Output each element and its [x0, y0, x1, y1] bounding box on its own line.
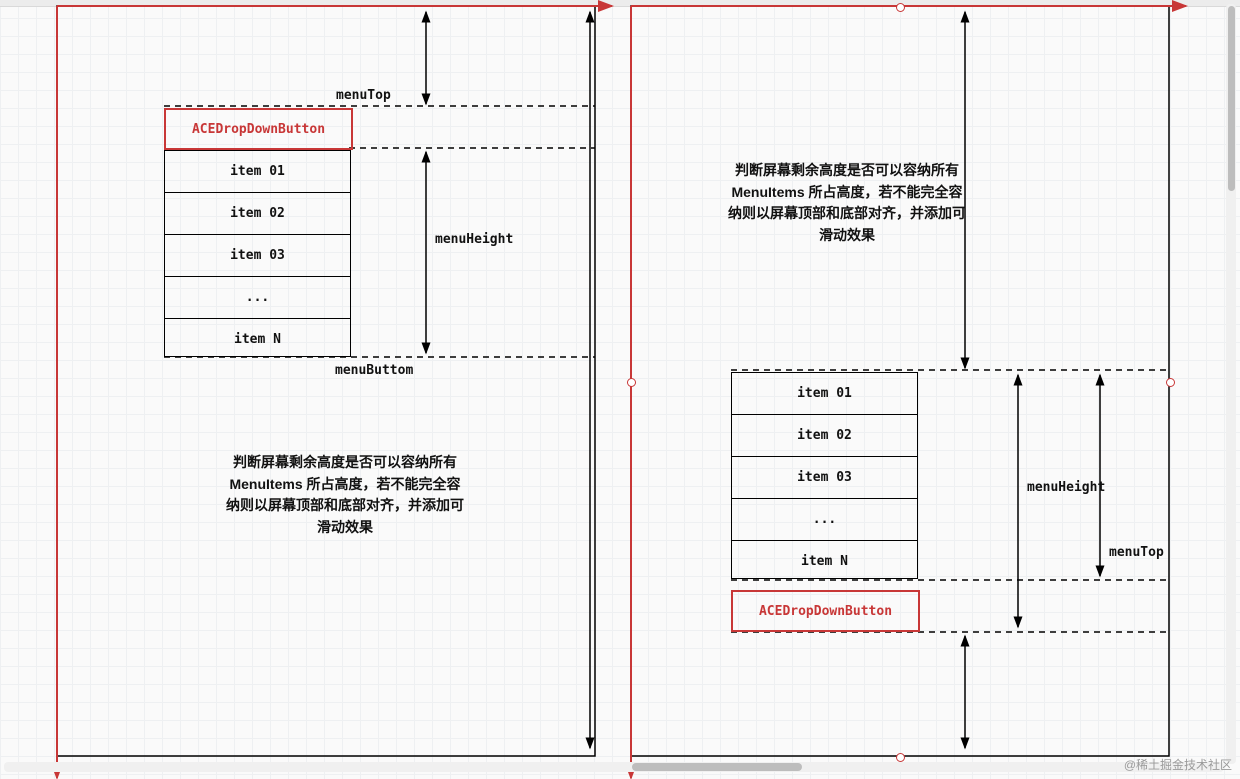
button-label: ACEDropDownButton — [192, 122, 325, 137]
label-menuheight-right: menuHeight — [1027, 480, 1105, 495]
h-scrollbar-thumb[interactable] — [632, 763, 802, 771]
menu-item[interactable]: item N — [732, 541, 917, 582]
label-menutop-left: menuTop — [336, 88, 391, 103]
label-menubottom-left: menuButtom — [335, 363, 413, 378]
label-menuheight-left: menuHeight — [435, 232, 513, 247]
menu-item[interactable]: item 03 — [732, 457, 917, 499]
selection-handle[interactable] — [1166, 378, 1175, 387]
menu-items-right: item 01item 02item 03...item N — [731, 372, 918, 579]
h-scrollbar-track[interactable] — [4, 762, 1224, 772]
description-right: 判断屏幕剩余高度是否可以容纳所有 MenuItems 所占高度，若不能完全容 纳… — [707, 160, 987, 247]
description-text: 判断屏幕剩余高度是否可以容纳所有 MenuItems 所占高度，若不能完全容 纳… — [707, 160, 987, 247]
menu-item[interactable]: item 02 — [732, 415, 917, 457]
ace-dropdown-button-right[interactable]: ACEDropDownButton — [731, 590, 920, 632]
selection-handle[interactable] — [896, 3, 905, 12]
menu-item[interactable]: ... — [165, 277, 350, 319]
button-label: ACEDropDownButton — [759, 604, 892, 619]
menu-item[interactable]: item N — [165, 319, 350, 360]
description-text: 判断屏幕剩余高度是否可以容纳所有 MenuItems 所占高度，若不能完全容 纳… — [205, 452, 485, 539]
menu-item[interactable]: ... — [732, 499, 917, 541]
menu-item[interactable]: item 01 — [165, 151, 350, 193]
description-left: 判断屏幕剩余高度是否可以容纳所有 MenuItems 所占高度，若不能完全容 纳… — [205, 452, 485, 539]
menu-item[interactable]: item 03 — [165, 235, 350, 277]
watermark: @稀土掘金技术社区 — [1124, 756, 1232, 773]
selection-handle[interactable] — [627, 378, 636, 387]
v-scrollbar-thumb[interactable] — [1228, 6, 1235, 191]
selection-handle[interactable] — [896, 753, 905, 762]
menu-item[interactable]: item 02 — [165, 193, 350, 235]
menu-items-left: item 01item 02item 03...item N — [164, 150, 351, 357]
label-menutop-right: menuTop — [1109, 545, 1164, 560]
menu-item[interactable]: item 01 — [732, 373, 917, 415]
ace-dropdown-button-left[interactable]: ACEDropDownButton — [164, 108, 353, 150]
